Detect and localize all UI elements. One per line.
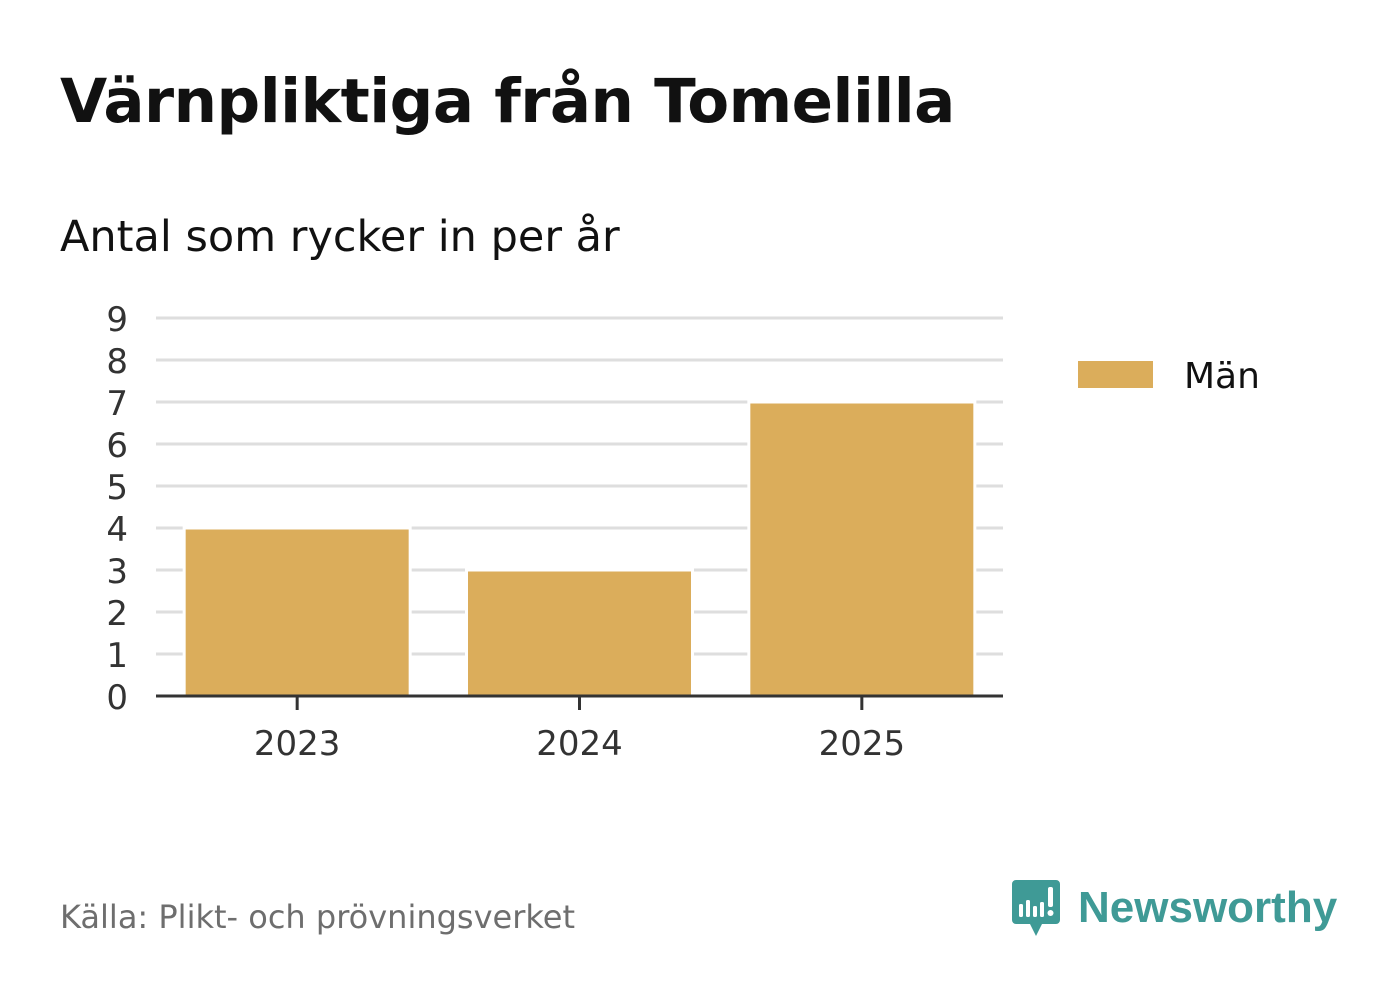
chart-title: Värnpliktiga från Tomelilla [60, 66, 955, 137]
brand-logo[interactable]: Newsworthy [1010, 878, 1337, 938]
x-tick-label: 2025 [819, 724, 906, 764]
legend-label: Män [1184, 356, 1260, 397]
legend-swatch [1078, 361, 1153, 388]
bar-2024[interactable] [465, 568, 694, 698]
y-tick-label: 0 [106, 678, 128, 718]
y-tick-label: 3 [106, 552, 128, 592]
bars [182, 400, 977, 698]
y-tick-label: 7 [106, 384, 128, 424]
brand-name: Newsworthy [1078, 883, 1338, 932]
y-tick-label: 9 [106, 300, 128, 340]
legend: Män [1078, 356, 1260, 397]
y-tick-label: 6 [106, 426, 128, 466]
x-tick-label: 2024 [536, 724, 623, 764]
y-tick-label: 1 [106, 636, 128, 676]
y-tick-label: 5 [106, 468, 128, 508]
chart-subtitle: Antal som rycker in per år [60, 212, 620, 262]
newsworthy-logo-icon [1012, 880, 1060, 936]
y-tick-label: 2 [106, 594, 128, 634]
bar-2025[interactable] [747, 400, 977, 698]
x-tick-label: 2023 [254, 724, 341, 764]
bar-2023[interactable] [182, 526, 412, 698]
y-tick-label: 4 [106, 510, 128, 550]
source-note: Källa: Plikt- och prövningsverket [60, 898, 575, 936]
y-tick-label: 8 [106, 342, 128, 382]
